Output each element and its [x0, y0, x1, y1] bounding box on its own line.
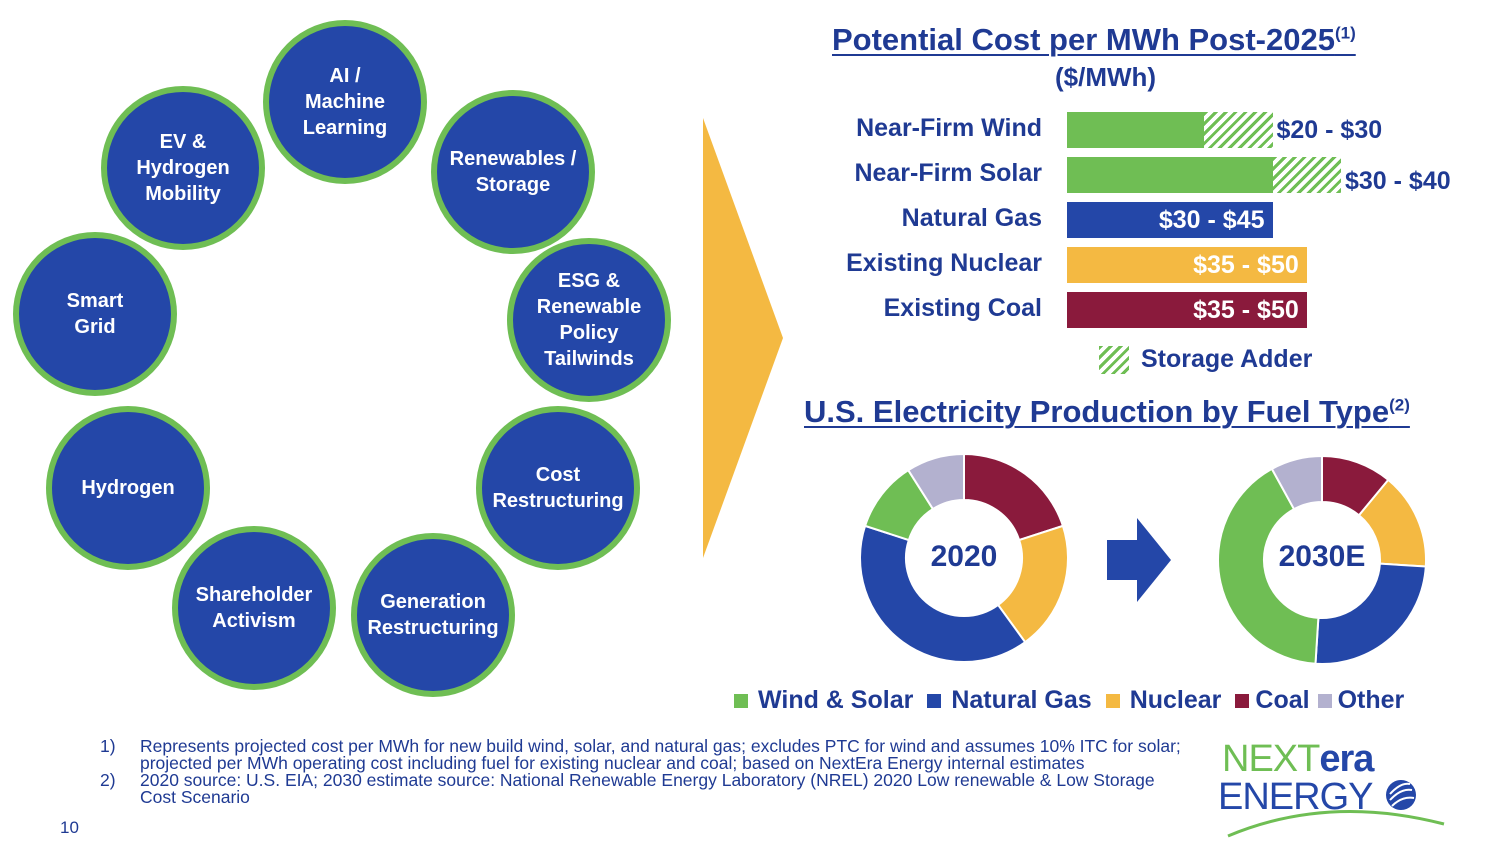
donut-2020: [859, 452, 1069, 663]
donut-slice-other: [1270, 454, 1323, 511]
cost-chart-subtitle: ($/MWh): [1055, 62, 1157, 92]
cost-category-label: Near-Firm Solar: [854, 159, 1042, 187]
footnote-1: 1) Represents projected cost per MWh for …: [100, 736, 1181, 773]
driver-ev-hydrogen-mobility: EV & Hydrogen Mobility: [101, 86, 265, 250]
cost-category-label: Natural Gas: [901, 204, 1042, 232]
legend-nuclear: Nuclear: [1105, 686, 1221, 715]
globe-icon: [1386, 780, 1416, 810]
cost-range-label: $30 - $45: [1158, 206, 1265, 234]
driver-renewables-storage: Renewables / Storage: [431, 90, 595, 254]
cost-bar: [1067, 247, 1307, 283]
legend-wind-solar: Wind & Solar: [734, 686, 913, 715]
donut-2020-label: 2020: [930, 540, 998, 573]
donut-2030e-label: 2030E: [1278, 540, 1366, 573]
driver-smart-grid: Smart Grid: [13, 232, 177, 396]
cost-bar: [1067, 157, 1273, 193]
driver-cost-restructuring: Cost Restructuring: [476, 406, 640, 570]
legend-natural-gas: Natural Gas: [927, 686, 1092, 715]
storage-adder-legend: Storage Adder: [1099, 345, 1312, 374]
driver-generation-restructuring: Generation Restructuring: [351, 533, 515, 697]
storage-adder-swatch: [1099, 345, 1129, 374]
cost-range-label: $20 - $30: [1276, 116, 1383, 144]
page-number: 10: [60, 818, 79, 837]
cost-bar: [1067, 112, 1204, 148]
cost-range-label: $35 - $50: [1193, 251, 1299, 279]
fuel-legend: Wind & Solar Natural Gas Nuclear Coal Ot…: [734, 686, 1418, 715]
storage-adder-bar: [1204, 112, 1273, 148]
cost-category-label: Existing Coal: [883, 294, 1042, 322]
legend-coal: Coal: [1235, 686, 1310, 715]
footnotes: 1) Represents projected cost per MWh for …: [100, 736, 1190, 807]
donut-slice-other: [906, 452, 965, 511]
footnote-2: 2) 2020 source: U.S. EIA; 2030 estimate s…: [100, 770, 1155, 807]
donut-slice-natural-gas: [1314, 562, 1427, 665]
fuel-chart-title: U.S. Electricity Production by Fuel Type…: [804, 394, 1410, 429]
driver-ai-machine-learning: AI / Machine Learning: [263, 20, 427, 184]
legend-other: Other: [1317, 686, 1404, 715]
driver-esg-policy: ESG & Renewable Policy Tailwinds: [507, 238, 671, 402]
driver-hydrogen: Hydrogen: [46, 406, 210, 570]
cost-bar: [1067, 202, 1273, 238]
donut-2030e: [1217, 454, 1427, 665]
driver-shareholder-activism: Shareholder Activism: [172, 526, 336, 690]
swoosh-icon: [1227, 810, 1445, 838]
cost-category-label: Near-Firm Wind: [856, 114, 1042, 142]
chevron-right-icon: [703, 118, 783, 558]
donut-slice-natural-gas: [859, 524, 1027, 663]
donut-slice-wind-solar: [1217, 467, 1320, 665]
cost-category-label: Existing Nuclear: [846, 249, 1042, 277]
arrow-right-icon: [1107, 518, 1171, 602]
storage-adder-bar: [1272, 157, 1341, 193]
cost-range-label: $35 - $50: [1193, 296, 1299, 324]
cost-bar: [1067, 292, 1307, 328]
cost-chart-title: Potential Cost per MWh Post-2025(1): [832, 22, 1356, 57]
cost-range-label: $30 - $40: [1345, 167, 1451, 195]
nextera-energy-logo: NEXTera ENERGY: [1218, 738, 1458, 838]
donut-slice-coal: [963, 452, 1065, 542]
